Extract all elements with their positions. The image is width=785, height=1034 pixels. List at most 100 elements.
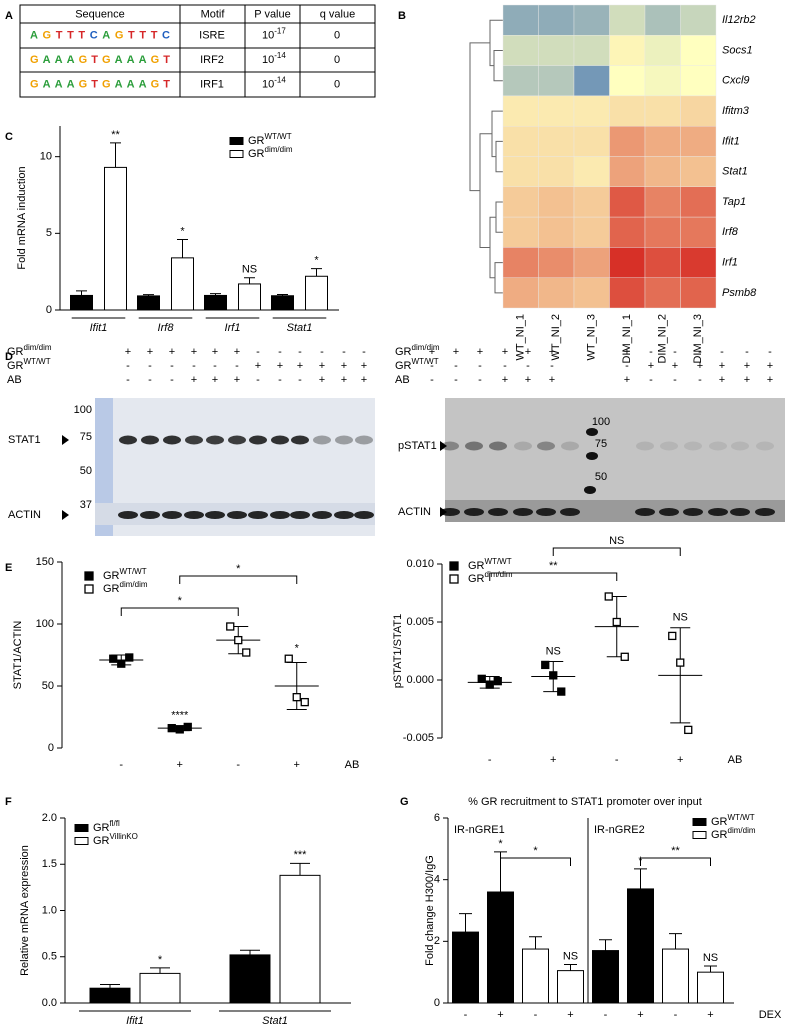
heatmap-cell (609, 65, 646, 97)
actin-strip (445, 500, 785, 522)
logo-letter: T (128, 29, 135, 41)
significance: * (314, 255, 319, 267)
point (477, 674, 486, 683)
logo-letter: T (91, 78, 98, 90)
motif: ISRE (199, 29, 225, 41)
band (756, 441, 774, 451)
band (228, 435, 246, 445)
x-tick-label: Irf8 (158, 322, 175, 334)
x-tick-label: + (294, 759, 300, 771)
heatmap-cell (644, 186, 681, 218)
blot-row-label: GRdim/dim (395, 343, 440, 358)
x-tick-label: + (707, 1009, 713, 1021)
point (117, 659, 126, 668)
table-header: Sequence (75, 8, 125, 20)
ladder-band (584, 486, 596, 494)
p-value: 10-14 (262, 51, 286, 66)
heatmap-cell (573, 35, 610, 66)
y-tick-label: 0.010 (406, 558, 434, 570)
heatmap-cell (502, 65, 539, 97)
error-bar (704, 965, 717, 973)
lane-sign: - (649, 374, 653, 386)
lane-sign: + (255, 360, 261, 372)
y-tick-label: 0.000 (406, 674, 434, 686)
legend-label: GRWT/WT (103, 567, 147, 582)
logo-letter: G (79, 78, 88, 90)
significance: * (498, 838, 503, 850)
blot-row-label-sup: WT/WT (24, 357, 51, 366)
lane-sign: + (502, 346, 508, 358)
band (464, 508, 484, 516)
error-bar (459, 913, 472, 933)
heatmap-cell (680, 95, 717, 127)
band (354, 511, 374, 519)
error-bar (599, 939, 612, 951)
band-arrow (62, 435, 69, 445)
lane-sign: + (191, 374, 197, 386)
bar (229, 954, 271, 1004)
lane-sign: + (319, 360, 325, 372)
lane-sign: - (698, 374, 702, 386)
y-tick-label: 150 (36, 556, 54, 568)
legend-label: GRdim/dim (248, 145, 293, 160)
band (312, 511, 332, 519)
lane-sign: + (477, 346, 483, 358)
band-label: pSTAT1 (398, 440, 437, 452)
lane-sign: - (430, 360, 434, 372)
blot-row-label-base: GR (395, 346, 412, 358)
logo-letter: A (55, 78, 63, 90)
heatmap-cell (538, 156, 575, 187)
lane-sign: + (502, 374, 508, 386)
x-tick-label: - (236, 759, 240, 771)
x-tick-label: - (674, 1009, 678, 1021)
x-tick-label: + (550, 754, 556, 766)
band (141, 435, 159, 445)
lane-sign: + (549, 374, 555, 386)
heatmap-cell (644, 125, 681, 157)
lane-sign: - (526, 360, 530, 372)
band (708, 508, 728, 516)
heatmap-cell (680, 35, 717, 66)
marker-size: 100 (592, 416, 610, 428)
legend-label: GRfl/fl (93, 819, 120, 834)
lane-sign: + (191, 346, 197, 358)
heatmap-cell (573, 186, 610, 218)
band (636, 441, 654, 451)
legend-swatch (692, 831, 707, 839)
legend-label: GRWT/WT (248, 132, 292, 147)
error-bar (277, 294, 288, 296)
heatmap-cell (538, 277, 575, 309)
panel-label: E (5, 562, 12, 574)
panel-label: C (5, 131, 13, 143)
point (300, 697, 309, 707)
logo-letter: A (67, 54, 75, 66)
q-value: 0 (334, 78, 340, 90)
point (242, 648, 251, 657)
legend-label: GRdim/dim (468, 570, 513, 585)
band (488, 508, 508, 516)
legend-label-sup: WT/WT (485, 557, 512, 566)
legend-swatch (692, 818, 707, 826)
lane-sign: - (278, 374, 282, 386)
x-tick-label: - (119, 759, 123, 771)
point (668, 631, 677, 641)
legend-label-sup: dim/dim (265, 145, 293, 154)
error-bar (634, 868, 647, 889)
y-axis-label: STAT1/ACTIN (12, 621, 24, 690)
row-label: Stat1 (722, 166, 748, 178)
lane-sign: - (649, 346, 653, 358)
error-bar (110, 142, 121, 168)
lane-sign: + (341, 360, 347, 372)
bar (592, 950, 619, 1004)
row-label: Ifit1 (722, 135, 740, 147)
heatmap-cell (680, 216, 717, 248)
band (659, 508, 679, 516)
logo-letter: G (151, 78, 160, 90)
legend-label-base: GR (711, 816, 728, 828)
lane-sign: - (213, 360, 217, 372)
y-axis-label: Fold mRNA induction (16, 166, 28, 269)
marker-size: 100 (74, 404, 92, 416)
row-label: Il12rb2 (722, 14, 756, 26)
lane-sign: + (744, 374, 750, 386)
comparison-label: * (178, 595, 183, 607)
